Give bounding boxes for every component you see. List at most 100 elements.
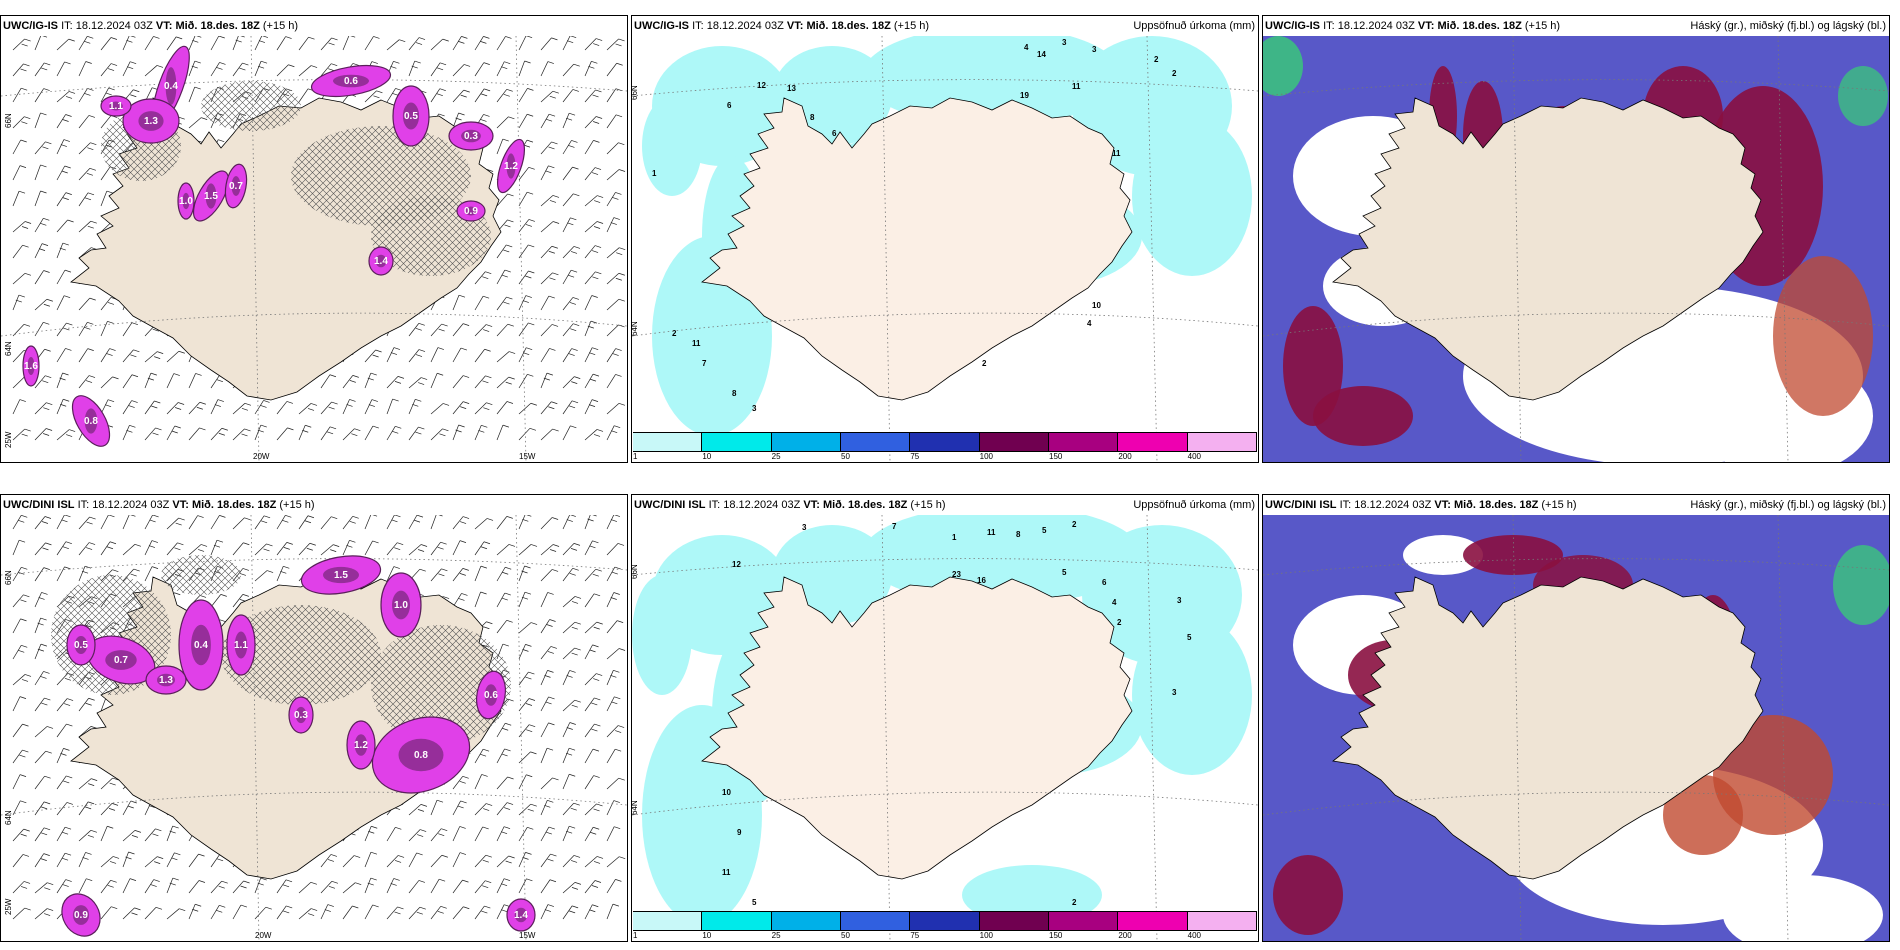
snow-value-label: 0.7 — [229, 181, 243, 192]
colorbar-tick-label: 25 — [771, 931, 781, 940]
panel-right-title: Uppsöfnuð úrkoma (mm) — [1133, 20, 1255, 32]
snow-value-label: 0.9 — [464, 206, 478, 217]
map-precip: 4143321119216121386411175326354835621042… — [632, 36, 1258, 462]
precip-value-label: 6 — [832, 129, 837, 138]
vt-value: Mið. 18.des. 18Z — [1437, 20, 1522, 32]
snow-value-label: 1.1 — [234, 640, 248, 651]
map-wind-snow: 0.4 1.3 1.1 1.5 0.7 1.0 0.6 0.5 0.3 1.2 0.9 1.4 0.8 1… — [1, 36, 627, 462]
precip-colorbar — [633, 911, 1257, 931]
vt-value: Mið. 18.des. 18Z — [822, 499, 908, 511]
precip-value-label: 19 — [1020, 91, 1029, 100]
colorbar-tick-label: 1 — [633, 452, 638, 461]
vt-label: VT: — [172, 499, 189, 511]
panel-precip-bottom: UWC/DINI ISL IT: 18.12.2024 03Z VT: Mið.… — [631, 494, 1259, 942]
it-label: IT: — [1323, 20, 1335, 32]
map-clouds — [1263, 36, 1889, 462]
map-wind-snow: 1.5 1.0 0.4 1.1 0.7 1.3 0.5 0.8 1.2 0.6 0.9 1.4 0.3 — [1, 515, 627, 941]
colorbar-segment — [702, 912, 772, 930]
precip-value-label: 8 — [810, 113, 815, 122]
panel-clouds-top: UWC/IG-IS IT: 18.12.2024 03Z VT: Mið. 18… — [1262, 15, 1890, 463]
colorbar-tick-label: 200 — [1118, 452, 1132, 461]
precip-value-label: 3 — [1062, 38, 1067, 47]
panel-header: UWC/DINI ISL IT: 18.12.2024 03Z VT: Mið.… — [632, 495, 1258, 515]
precip-value-label: 11 — [1072, 82, 1081, 91]
precip-value-label: 23 — [952, 570, 961, 579]
lead-time: (+15 h) — [279, 499, 315, 511]
clouds-map — [1263, 515, 1889, 941]
it-label: IT: — [692, 20, 704, 32]
vt-label: VT: — [803, 499, 820, 511]
panel-header: UWC/DINI ISL IT: 18.12.2024 03Z VT: Mið.… — [1, 495, 627, 515]
snow-value-label: 0.6 — [344, 76, 358, 87]
snow-areas — [22, 45, 526, 447]
it-label: IT: — [61, 20, 73, 32]
colorbar-segment — [840, 912, 911, 930]
colorbar-segment — [702, 433, 772, 451]
precip-value-label: 1 — [952, 533, 957, 542]
panel-header: UWC/IG-IS IT: 18.12.2024 03Z VT: Mið. 18… — [1, 16, 627, 36]
colorbar-tick-label: 400 — [1187, 931, 1202, 940]
precip-value-label: 3 — [1172, 688, 1177, 697]
map-clouds — [1263, 515, 1889, 941]
snow-areas — [61, 555, 536, 937]
snow-value-label: 0.3 — [464, 131, 478, 142]
snow-value-label: 0.5 — [74, 640, 88, 651]
lat-label-64n: 64N — [4, 341, 13, 356]
colorbar-segment — [633, 912, 703, 930]
colorbar-tick-label: 100 — [979, 452, 994, 461]
precip-value-label: 12 — [757, 81, 766, 90]
snow-value-label: 0.6 — [484, 690, 498, 701]
precip-value-label: 11 — [692, 339, 701, 348]
panel-header: UWC/DINI ISL IT: 18.12.2024 03Z VT: Mið.… — [1263, 495, 1889, 515]
precip-value-label: 11 — [987, 528, 996, 537]
precip-value-label: 2 — [1154, 55, 1159, 64]
snow-value-label: 0.8 — [84, 416, 98, 427]
lat-label-64n: 64N — [4, 810, 13, 825]
precip-map: 4143321119216121386411175326354835621042… — [632, 36, 1258, 462]
precip-value-label: 14 — [1037, 50, 1046, 59]
colorbar-tick-label: 100 — [979, 931, 994, 940]
precip-value-label: 11 — [722, 868, 731, 877]
vt-label: VT: — [155, 20, 173, 32]
precip-value-label: 4 — [1024, 43, 1029, 52]
vt-label: VT: — [1434, 499, 1451, 511]
snow-value-label: 1.2 — [354, 740, 368, 751]
lat-label-66n: 66N — [631, 564, 639, 579]
precip-value-label: 2 — [1172, 69, 1177, 78]
snow-value-label: 0.3 — [294, 710, 308, 721]
colorbar-tick-label: 200 — [1118, 931, 1132, 940]
snow-value-label: 1.0 — [394, 600, 408, 611]
lon-label-20w: 20W — [255, 931, 272, 940]
colorbar-tick-label: 25 — [771, 452, 781, 461]
precip-value-label: 8 — [1016, 530, 1021, 539]
precip-value-label: 10 — [1092, 301, 1101, 310]
model-name: UWC/IG-IS — [1265, 20, 1320, 32]
colorbar-segment — [840, 433, 911, 451]
precip-value-label: 4 — [1112, 598, 1117, 607]
wind-snow-map: 1.5 1.0 0.4 1.1 0.7 1.3 0.5 0.8 1.2 0.6 0.9 1.4 0.3 — [1, 515, 627, 941]
colorbar-segment — [910, 433, 980, 451]
panel-right-title: Uppsöfnuð úrkoma (mm) — [1133, 499, 1255, 511]
panel-clouds-bottom: UWC/DINI ISL IT: 18.12.2024 03Z VT: Mið.… — [1262, 494, 1890, 942]
it-value: 18.12.2024 03Z — [1337, 20, 1415, 32]
panel-wind-snow-top: UWC/IG-IS IT: 18.12.2024 03Z VT: Mið. 18… — [0, 15, 628, 463]
snow-value-label: 1.3 — [159, 675, 173, 686]
it-label: IT: — [77, 499, 90, 511]
lead-time: (+15 h) — [262, 20, 299, 32]
lat-label-66n: 66N — [4, 570, 13, 585]
lat-label-25w: 25W — [4, 431, 13, 448]
it-value: 18.12.2024 03Z — [1354, 499, 1432, 511]
colorbar-segment — [979, 912, 1049, 930]
precip-value-label: 5 — [1042, 526, 1047, 535]
colorbar-tick-label: 50 — [841, 452, 850, 461]
it-value: 18.12.2024 03Z — [723, 499, 801, 511]
model-name: UWC/IG-IS — [3, 20, 58, 32]
precip-value-label: 2 — [672, 329, 677, 338]
colorbar-tick-label: 75 — [910, 452, 920, 461]
precip-value-label: 16 — [977, 576, 986, 585]
colorbar-segment — [1118, 912, 1188, 930]
precip-value-label: 5 — [1062, 568, 1067, 577]
lat-label-25w: 25W — [4, 898, 13, 915]
precip-value-label: 7 — [892, 522, 897, 531]
snow-value-label: 1.5 — [334, 570, 348, 581]
